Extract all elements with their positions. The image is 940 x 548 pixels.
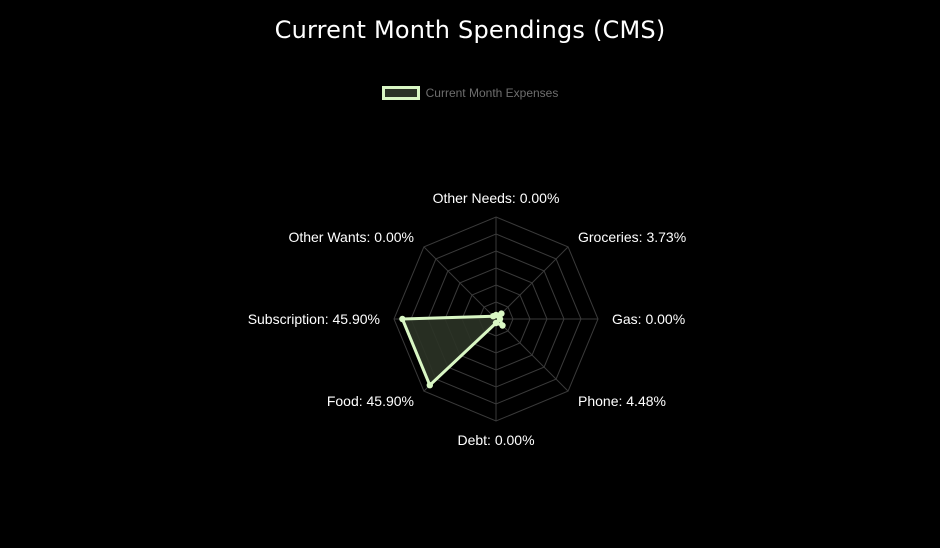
data-point-gas[interactable] xyxy=(496,315,504,323)
point-label-groceries: Groceries: 3.73% xyxy=(578,229,686,245)
data-point-subscription[interactable] xyxy=(399,315,406,323)
radar-labels: Other Needs: 0.00% Groceries: 3.73% Gas: 0… xyxy=(248,190,686,448)
data-point-debt[interactable] xyxy=(492,319,500,327)
point-label-other-needs: Other Needs: 0.00% xyxy=(433,190,560,206)
legend-label[interactable]: Current Month Expenses xyxy=(425,86,559,100)
point-label-food: Food: 45.90% xyxy=(327,393,414,409)
radar-grid xyxy=(393,216,599,422)
point-label-debt: Debt: 0.00% xyxy=(457,432,534,448)
point-label-subscription: Subscription: 45.90% xyxy=(248,311,380,327)
point-label-phone: Phone: 4.48% xyxy=(578,393,666,409)
legend-swatch[interactable] xyxy=(381,86,420,100)
radar-series xyxy=(399,310,506,389)
data-point-food[interactable] xyxy=(426,382,433,389)
data-point-phone[interactable] xyxy=(499,322,506,329)
grid-spoke xyxy=(495,246,569,320)
point-label-other-wants: Other Wants: 0.00% xyxy=(288,229,414,245)
data-point-other-wants[interactable] xyxy=(490,313,497,320)
point-label-gas: Gas: 0.00% xyxy=(612,311,685,327)
chart-title: Current Month Spendings (CMS) xyxy=(274,16,666,44)
data-point-groceries[interactable] xyxy=(498,310,505,317)
legend: Current Month Expenses xyxy=(0,86,940,100)
grid-spoke xyxy=(495,318,569,392)
grid-spoke xyxy=(423,246,497,320)
